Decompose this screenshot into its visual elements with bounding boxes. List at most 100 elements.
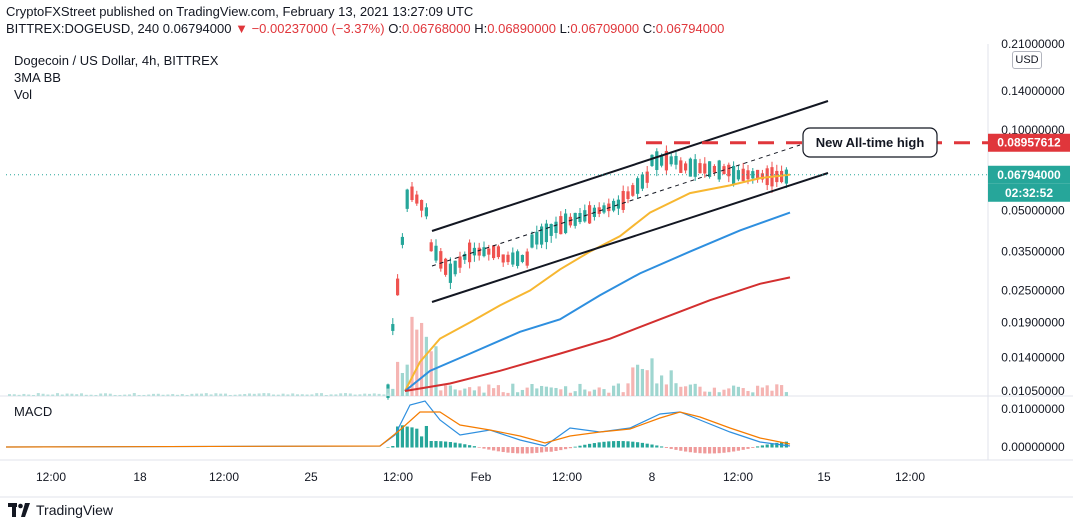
volume-bar bbox=[262, 393, 266, 396]
candle bbox=[616, 199, 620, 209]
volume-bar bbox=[501, 392, 505, 396]
volume-bar bbox=[669, 370, 673, 396]
macd-histogram-bar bbox=[631, 441, 635, 448]
volume-bar bbox=[123, 394, 127, 396]
volume-bar bbox=[429, 351, 433, 396]
macd-histogram-bar bbox=[434, 441, 438, 448]
volume-bar bbox=[424, 336, 428, 396]
tradingview-logo[interactable]: TradingView bbox=[8, 502, 113, 518]
volume-bar bbox=[386, 388, 390, 396]
macd-label[interactable]: MACD bbox=[14, 404, 53, 419]
volume-bar bbox=[396, 361, 400, 396]
volume-bar bbox=[339, 393, 343, 396]
candle bbox=[391, 324, 395, 331]
volume-bar bbox=[320, 393, 323, 396]
volume-bar bbox=[679, 386, 683, 396]
volume-bar bbox=[84, 394, 88, 396]
candle bbox=[727, 164, 731, 177]
volume-bar bbox=[310, 394, 314, 396]
macd-histogram-bar bbox=[506, 447, 510, 453]
indicator-label-volume[interactable]: Vol bbox=[14, 87, 33, 102]
candle bbox=[703, 163, 707, 174]
volume-bar bbox=[525, 387, 529, 396]
volume-bar bbox=[650, 358, 654, 396]
macd-histogram-bar bbox=[727, 447, 731, 453]
high-value: 0.06890000 bbox=[487, 21, 556, 36]
volume-bar bbox=[660, 375, 664, 396]
volume-bar bbox=[516, 392, 520, 396]
volume-bar bbox=[296, 394, 299, 396]
volume-bar bbox=[108, 393, 112, 396]
close-label: C: bbox=[642, 21, 656, 36]
volume-bar bbox=[655, 383, 659, 396]
macd-signal-line bbox=[5, 411, 791, 448]
volume-bar bbox=[530, 384, 534, 396]
volume-bar bbox=[36, 393, 40, 396]
volume-bar bbox=[305, 394, 309, 396]
macd-histogram-bar bbox=[636, 442, 640, 448]
volume-bar bbox=[578, 383, 582, 396]
volume-bar bbox=[267, 393, 271, 396]
indicator-label-ma-bb[interactable]: 3MA BB bbox=[14, 70, 61, 85]
volume-bar bbox=[329, 394, 333, 396]
volume-bar bbox=[684, 386, 688, 396]
symbol-label: BITTREX:DOGEUSD, 240 bbox=[6, 21, 160, 36]
channel-mid-line bbox=[431, 144, 801, 267]
macd-axis-tick-label: 0.01000000 bbox=[1001, 402, 1065, 416]
macd-histogram-bar bbox=[612, 441, 616, 448]
volume-bar bbox=[664, 384, 668, 396]
price-axis-tick-label: 0.02500000 bbox=[1001, 284, 1065, 298]
macd-axis-labels: 0.01000000 0.00000000 bbox=[1001, 402, 1065, 454]
volume-bar bbox=[152, 393, 155, 396]
price-axis-tick-label: 0.01900000 bbox=[1001, 315, 1065, 329]
ma-line-slow bbox=[404, 276, 791, 392]
callout-new-all-time-high: New All-time high bbox=[802, 127, 938, 158]
time-axis-tick-label: 12:00 bbox=[209, 470, 239, 484]
volume-bar bbox=[70, 393, 74, 396]
macd-histogram-bar bbox=[712, 447, 716, 454]
volume-bar bbox=[113, 394, 117, 396]
candle bbox=[506, 254, 510, 263]
volume-bar bbox=[382, 394, 386, 396]
volume-bar bbox=[434, 346, 438, 396]
volume-bar bbox=[214, 393, 218, 396]
candle bbox=[669, 156, 673, 165]
candle bbox=[712, 165, 716, 173]
volume-bar bbox=[32, 394, 35, 396]
volume-bar bbox=[60, 394, 64, 396]
macd-histogram-bar bbox=[592, 443, 596, 448]
volume-bar bbox=[487, 384, 491, 396]
last-price: 0.06794000 bbox=[162, 21, 232, 36]
volume-bar bbox=[746, 390, 750, 396]
candle bbox=[520, 254, 524, 262]
volume-bar bbox=[272, 394, 275, 396]
candle bbox=[400, 236, 404, 245]
candle bbox=[535, 231, 539, 245]
macd-histogram-bar bbox=[655, 445, 659, 448]
candle bbox=[472, 247, 476, 256]
macd-histogram-bar bbox=[468, 445, 472, 448]
macd-histogram-bar bbox=[429, 441, 433, 448]
macd-histogram-bar bbox=[477, 447, 481, 448]
macd-line bbox=[5, 400, 791, 448]
macd-histogram-bar bbox=[415, 428, 419, 448]
candle bbox=[540, 226, 544, 245]
macd-axis-tick-label: 0.00000000 bbox=[1001, 440, 1065, 454]
macd-histogram-bar bbox=[607, 441, 611, 448]
volume-bar bbox=[727, 388, 731, 396]
macd-histogram-bar bbox=[650, 444, 654, 448]
candle bbox=[573, 212, 577, 226]
currency-button[interactable]: USD bbox=[1012, 51, 1042, 69]
volume-bar bbox=[588, 391, 592, 396]
candle bbox=[631, 185, 635, 196]
macd-histogram-bar bbox=[530, 447, 534, 454]
channel-upper-line bbox=[431, 100, 829, 232]
macd-histogram-bar bbox=[463, 444, 467, 448]
price-axis-tick-label: 0.01400000 bbox=[1001, 351, 1065, 365]
volume-bar bbox=[147, 394, 151, 396]
volume-bar bbox=[780, 385, 784, 396]
volume-bar bbox=[80, 393, 83, 396]
macd-histogram-bar bbox=[448, 442, 452, 448]
countdown-tag bbox=[988, 183, 1070, 202]
